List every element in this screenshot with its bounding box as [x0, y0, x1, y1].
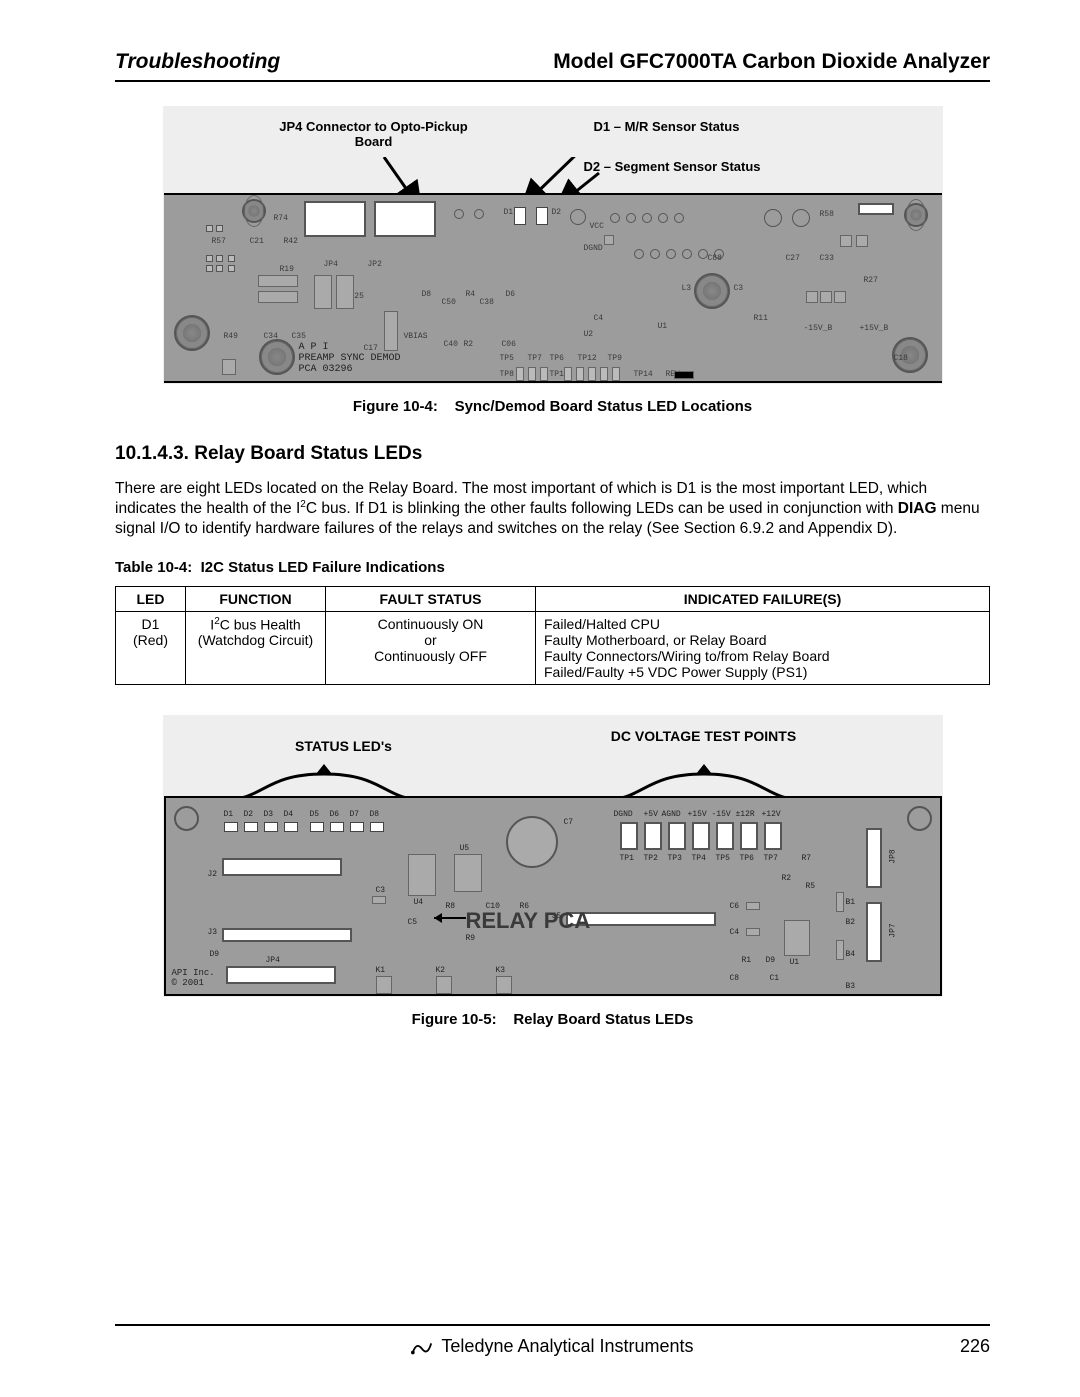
annot-d1: D1 – M/R Sensor Status [594, 119, 740, 134]
figure-10-4-caption: Figure 10-4: Sync/Demod Board Status LED… [115, 398, 990, 415]
page-footer: Teledyne Analytical Instruments 226 [0, 1324, 1080, 1357]
table-10-4-caption: Table 10-4: I2C Status LED Failure Indic… [115, 559, 990, 576]
relay-pca-label: RELAY PCA [466, 908, 591, 934]
col-fault-status: FAULT STATUS [326, 586, 536, 611]
header-section-title: Troubleshooting [115, 50, 280, 74]
label-dc-test-points: DC VOLTAGE TEST POINTS [594, 728, 814, 744]
figure2-labels: STATUS LED's DC VOLTAGE TEST POINTS [164, 716, 942, 796]
figure-10-5-caption: Figure 10-5: Relay Board Status LEDs [115, 1011, 990, 1028]
sync-demod-pcb-diagram: D1 D2 VCC DGND R58 JP5 R74 C21 R42 R57 J… [164, 193, 942, 383]
footer-company: Teledyne Analytical Instruments [441, 1336, 693, 1357]
header-product-title: Model GFC7000TA Carbon Dioxide Analyzer [553, 50, 990, 74]
figure1-annotations: JP4 Connector to Opto-Pickup Board D1 – … [164, 107, 942, 193]
section-heading: 10.1.4.3. Relay Board Status LEDs [115, 443, 990, 465]
footer-page-number: 226 [960, 1336, 990, 1357]
col-led: LED [116, 586, 186, 611]
table-header-row: LED FUNCTION FAULT STATUS INDICATED FAIL… [116, 586, 990, 611]
relay-pca-diagram: D1 D2 D3 D4 D5 D6 D7 D8 C7 DGND +5V AGND… [164, 796, 942, 996]
cell-led: D1 (Red) [116, 611, 186, 684]
col-indicated-failures: INDICATED FAILURE(S) [536, 586, 990, 611]
section-paragraph: There are eight LEDs located on the Rela… [115, 479, 990, 539]
col-function: FUNCTION [186, 586, 326, 611]
page-header: Troubleshooting Model GFC7000TA Carbon D… [115, 50, 990, 82]
relay-arrow-icon [428, 908, 468, 928]
cell-fault: Continuously ON or Continuously OFF [326, 611, 536, 684]
label-status-leds: STATUS LED's [244, 738, 444, 754]
teledyne-logo-icon [411, 1339, 433, 1355]
annot-jp4: JP4 Connector to Opto-Pickup Board [274, 119, 474, 149]
cell-function: I2C bus Health (Watchdog Circuit) [186, 611, 326, 684]
table-10-4: LED FUNCTION FAULT STATUS INDICATED FAIL… [115, 586, 990, 685]
cell-failures: Failed/Halted CPU Faulty Motherboard, or… [536, 611, 990, 684]
pcb1-ident-text: A P I PREAMP SYNC DEMOD PCA 03296 [299, 342, 401, 375]
relay-pca-vendor: API Inc. © 2001 [172, 968, 215, 988]
annot-d2: D2 – Segment Sensor Status [584, 159, 761, 174]
table-row: D1 (Red) I2C bus Health (Watchdog Circui… [116, 611, 990, 684]
figure-10-5: STATUS LED's DC VOLTAGE TEST POINTS D1 D… [163, 715, 943, 997]
figure-10-4: JP4 Connector to Opto-Pickup Board D1 – … [163, 106, 943, 384]
